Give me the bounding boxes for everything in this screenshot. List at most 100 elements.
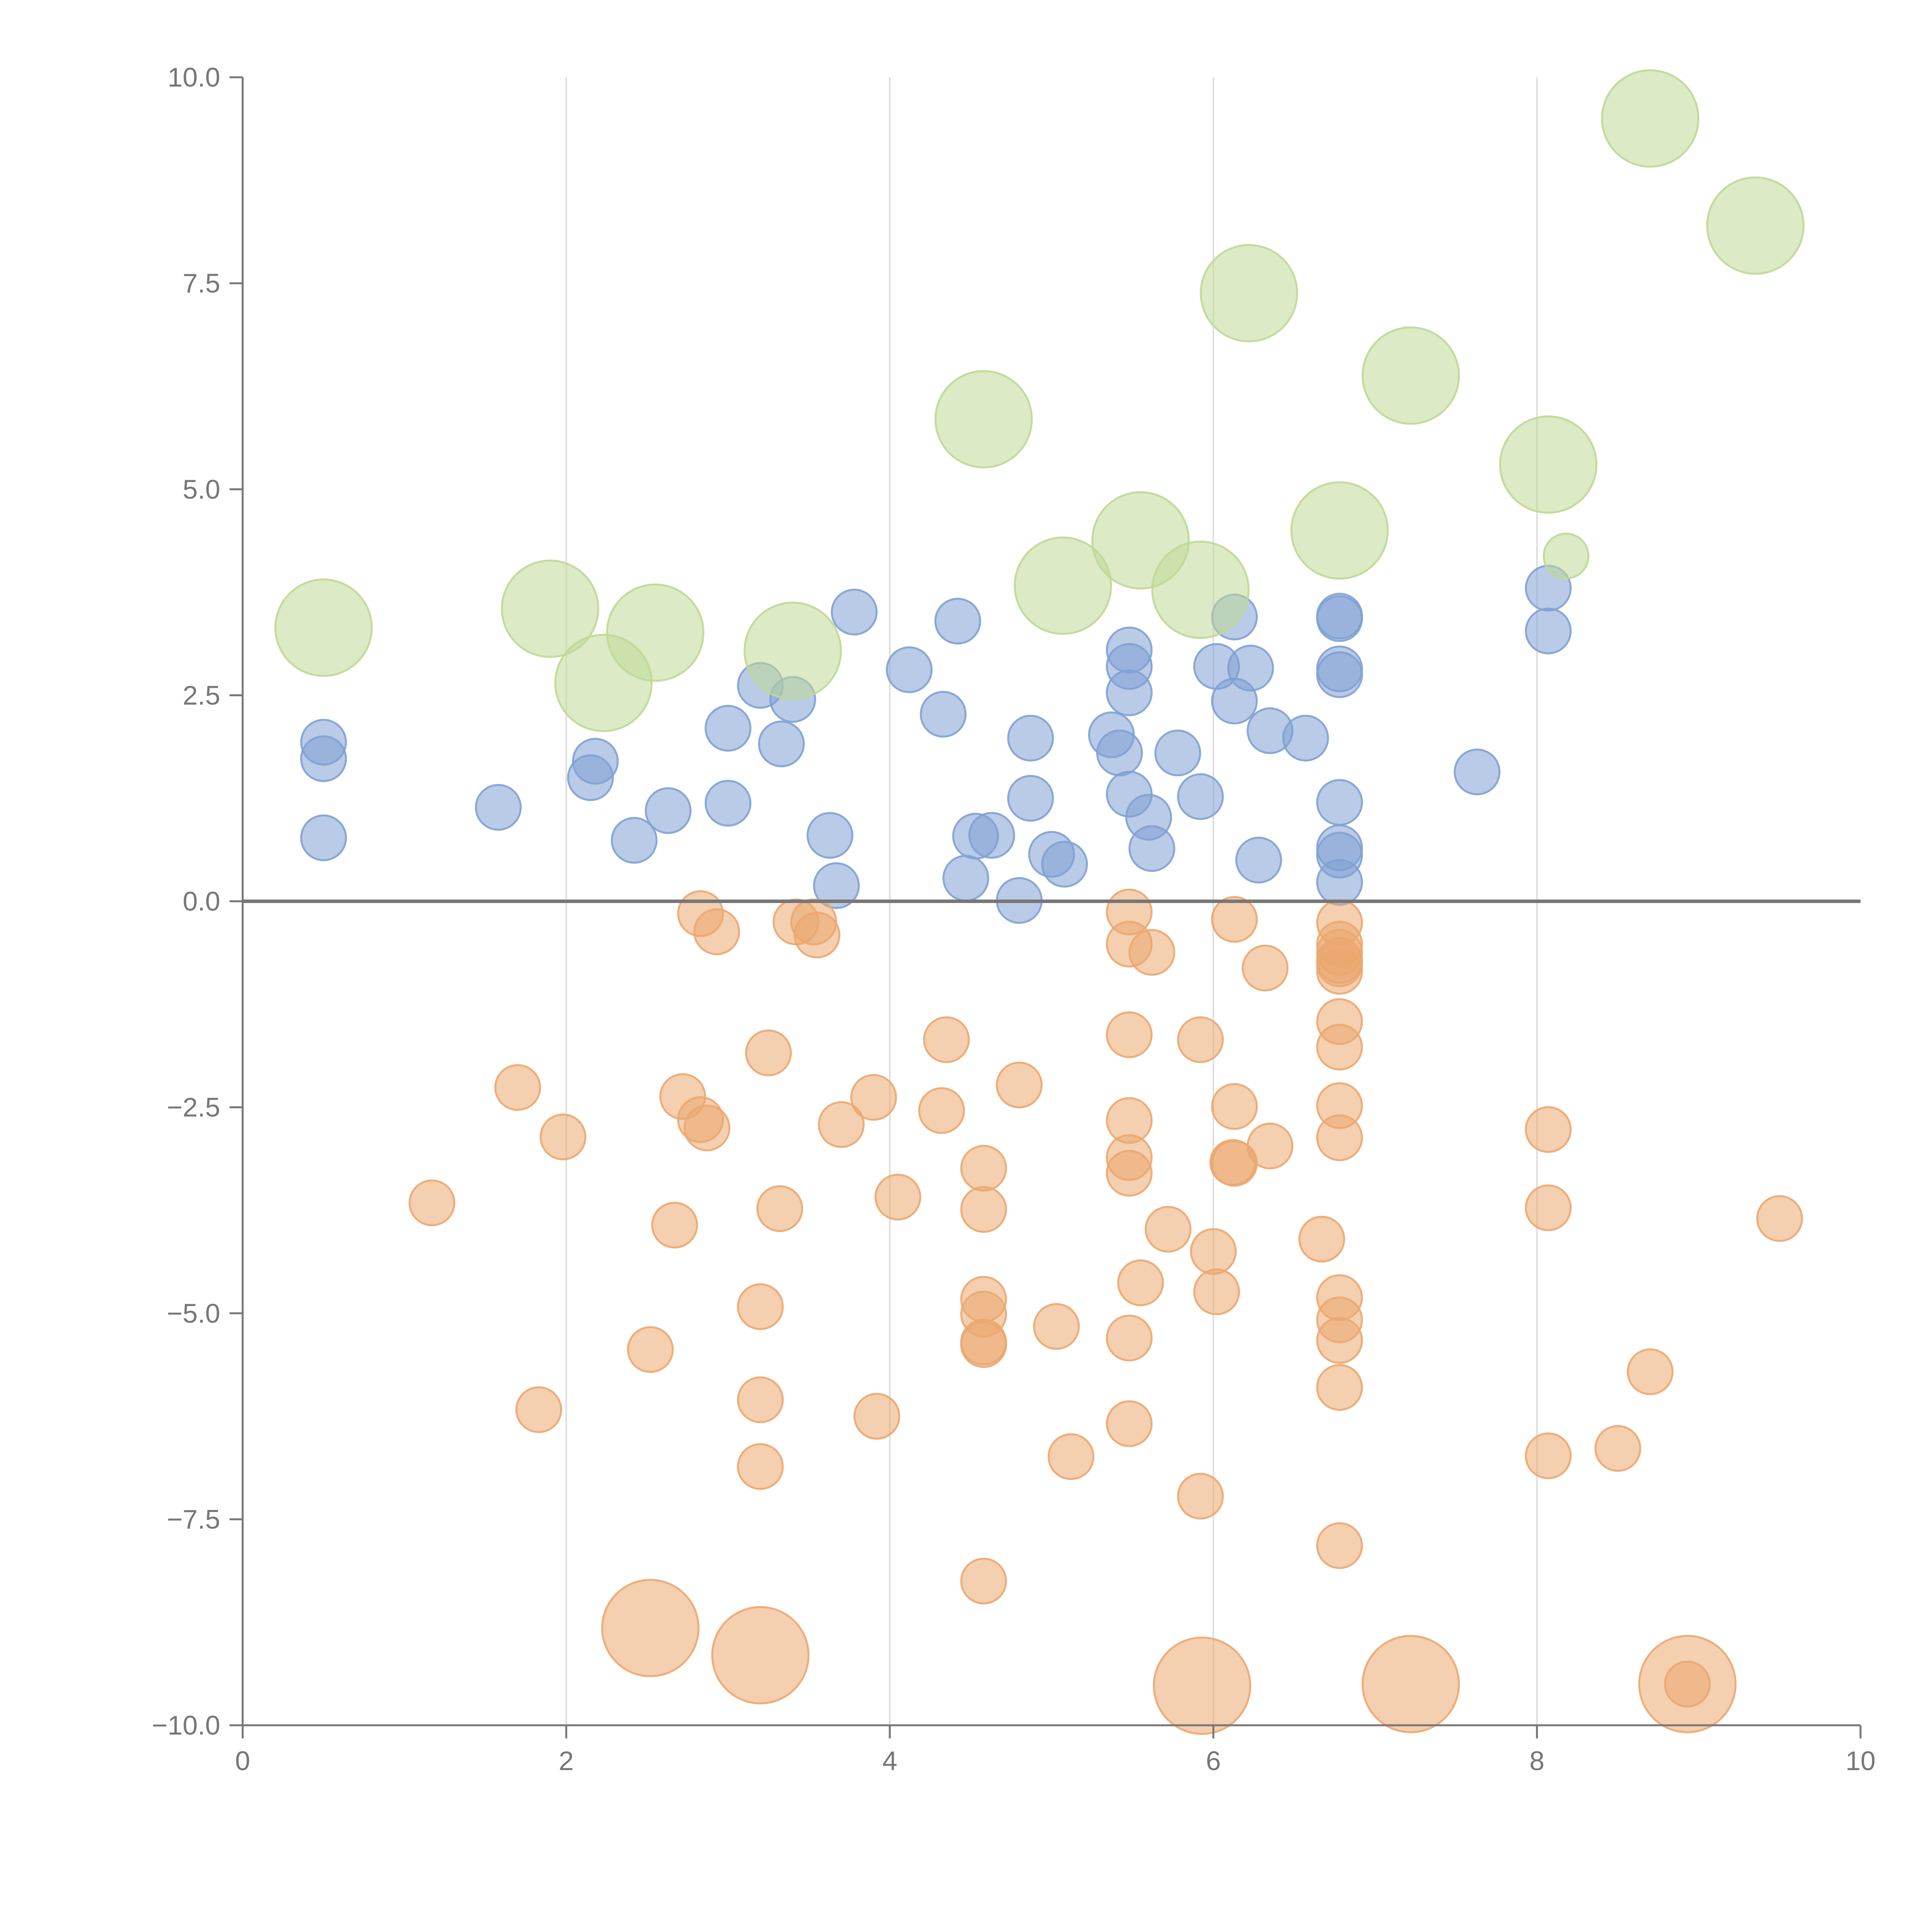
data-point-orange <box>1105 1315 1153 1362</box>
data-point-orange <box>627 1326 674 1373</box>
data-point-blue <box>704 705 752 752</box>
x-tick-label: 4 <box>882 1746 897 1776</box>
data-point-orange <box>960 1186 1007 1233</box>
series-layer <box>274 69 1805 1735</box>
data-point-orange <box>960 1558 1007 1605</box>
data-point-orange <box>1594 1425 1641 1472</box>
data-point-orange <box>515 1386 562 1433</box>
data-point-orange <box>737 1443 784 1490</box>
data-point-orange <box>1048 1433 1095 1480</box>
data-point-orange <box>745 1029 792 1077</box>
y-tick-label: −10.0 <box>152 1710 220 1740</box>
data-point-orange <box>1298 1216 1345 1263</box>
x-tick-label: 6 <box>1206 1746 1221 1776</box>
data-point-orange <box>1627 1348 1674 1395</box>
x-tick-label: 2 <box>559 1746 574 1776</box>
data-point-orange <box>1247 1122 1294 1170</box>
axis-layer: −10.0 −7.5 −5.0 −2.5 0.0 2.5 5.0 7.5 10.0 0 2 4 6 8 10 <box>152 62 1876 1776</box>
data-point-orange <box>1145 1206 1192 1253</box>
data-point-blue <box>1316 651 1363 698</box>
data-point-blue <box>1525 607 1572 655</box>
y-tick-label: 7.5 <box>183 268 220 298</box>
data-point-blue <box>300 814 347 861</box>
data-point-green <box>1706 176 1805 275</box>
data-point-orange <box>651 1202 698 1249</box>
data-point-blue <box>572 738 619 785</box>
data-point-orange <box>1105 1011 1153 1058</box>
data-point-blue <box>1007 775 1054 822</box>
data-point-blue <box>645 787 692 834</box>
data-point-blue <box>813 862 860 909</box>
y-tick-label: 10.0 <box>168 62 220 92</box>
data-point-blue <box>806 812 854 859</box>
data-point-blue <box>1128 825 1175 872</box>
data-point-orange <box>1033 1303 1080 1350</box>
data-point-orange <box>1316 1024 1363 1071</box>
data-point-orange <box>1211 1083 1258 1130</box>
data-point-orange <box>1105 1400 1153 1447</box>
series-orange-large <box>601 1579 1737 1735</box>
data-point-blue <box>1454 748 1501 796</box>
data-point-blue <box>1282 714 1329 762</box>
data-point-green <box>1290 481 1389 580</box>
data-point-orange <box>684 1104 731 1151</box>
data-point-orange <box>1177 1016 1224 1063</box>
data-point-orange <box>756 1185 803 1232</box>
series-green-small <box>1543 532 1590 580</box>
data-point-orange <box>1525 1432 1572 1480</box>
data-point-blue <box>1041 841 1088 888</box>
data-point-orange <box>853 1393 900 1440</box>
data-point-orange <box>960 1145 1007 1192</box>
data-point-orange <box>539 1113 587 1160</box>
data-point-orange <box>1242 944 1289 992</box>
data-point-blue <box>1154 730 1201 777</box>
data-point-blue <box>920 690 967 738</box>
x-tick-label: 8 <box>1529 1746 1544 1776</box>
data-point-orange <box>850 1074 897 1121</box>
y-tick-label: 2.5 <box>183 680 220 710</box>
data-point-orange <box>737 1376 784 1423</box>
data-point-orange <box>1193 1268 1240 1315</box>
data-point-orange <box>693 908 740 955</box>
data-point-green <box>1151 541 1250 639</box>
data-point-orange <box>408 1179 456 1226</box>
data-point-orange <box>1117 1259 1164 1306</box>
data-point-blue <box>1096 730 1143 777</box>
data-point-orange <box>960 1321 1007 1368</box>
data-point-green <box>1200 244 1298 342</box>
data-point-orange <box>1190 1228 1237 1275</box>
data-point-orange <box>737 1283 784 1330</box>
data-point-green <box>934 370 1033 469</box>
y-tick-label: 0.0 <box>183 886 220 917</box>
data-point-orange-large <box>1638 1635 1737 1733</box>
data-point-blue <box>1007 714 1054 762</box>
data-point-orange <box>1211 896 1258 943</box>
data-point-green <box>501 560 599 658</box>
x-tick-label: 0 <box>235 1746 250 1776</box>
data-point-orange <box>494 1064 541 1111</box>
data-point-orange <box>1525 1106 1572 1153</box>
data-point-green <box>1499 415 1598 514</box>
data-point-orange-large <box>711 1606 810 1704</box>
data-point-blue <box>968 812 1015 859</box>
series-green <box>274 69 1805 732</box>
data-point-orange <box>1105 1150 1153 1197</box>
data-point-blue <box>1227 645 1274 692</box>
data-point-blue <box>704 780 752 827</box>
y-tick-label: −7.5 <box>167 1504 220 1534</box>
data-point-orange <box>1316 1114 1363 1162</box>
data-point-orange <box>1316 1364 1363 1411</box>
data-point-orange <box>923 1016 970 1063</box>
data-point-blue <box>1177 773 1224 820</box>
data-point-orange <box>1525 1184 1572 1231</box>
y-tick-label: −2.5 <box>167 1092 220 1122</box>
data-point-orange-large <box>601 1579 700 1677</box>
data-point-orange <box>918 1087 965 1134</box>
data-point-blue <box>475 784 522 831</box>
data-point-blue <box>1235 837 1282 884</box>
y-tick-label: −5.0 <box>167 1298 220 1328</box>
data-point-orange <box>1316 1522 1363 1569</box>
data-point-orange <box>996 1061 1043 1109</box>
data-point-green <box>606 583 704 682</box>
data-point-blue <box>611 817 658 864</box>
